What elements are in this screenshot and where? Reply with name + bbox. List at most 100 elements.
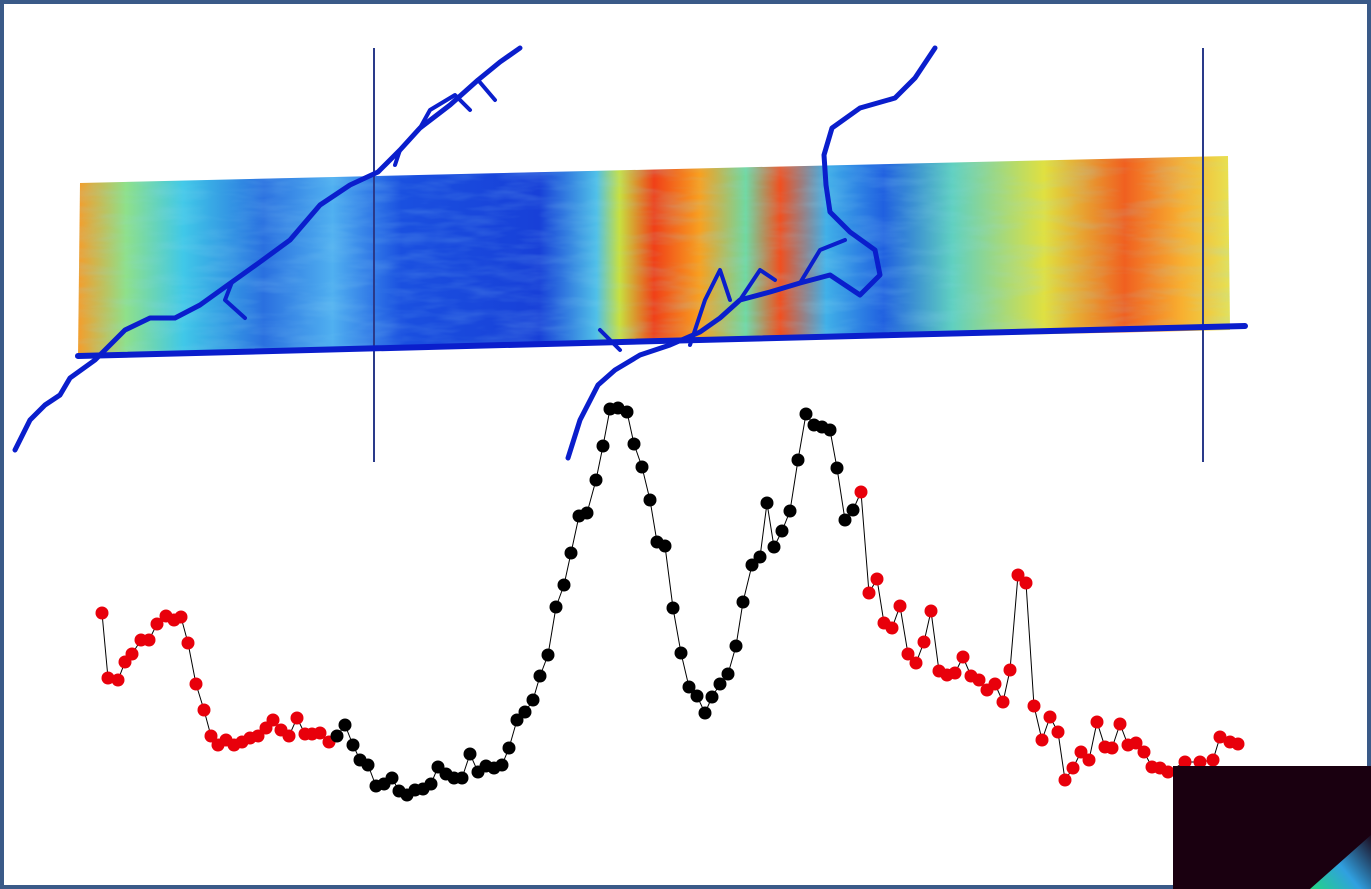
river [598,238,847,352]
data-point [627,437,641,451]
data-point [251,729,265,743]
data-point [690,689,704,703]
data-point [1193,755,1207,769]
data-point [541,648,555,662]
data-point [893,599,907,613]
data-point [455,771,469,785]
map [12,45,1338,462]
data-point [760,496,774,510]
data-point [862,586,876,600]
river [565,45,938,461]
data-point [783,504,797,518]
data-point [745,558,759,572]
data-point [1090,715,1104,729]
data-point [1178,755,1192,769]
data-point [775,524,789,538]
data-point [330,729,344,743]
data-point [823,423,837,437]
data-point [972,673,986,687]
boundary-line [75,323,1248,359]
data-point [1019,576,1033,590]
data-point [424,777,438,791]
data-point [643,493,657,507]
data-point [510,713,524,727]
data-point [1003,663,1017,677]
data-point [557,578,571,592]
data-point [346,738,360,752]
data-point [1074,745,1088,759]
data-point [635,460,649,474]
data-point [620,405,634,419]
data-point [736,595,750,609]
data-point [1066,761,1080,775]
data-point [1027,699,1041,713]
data-point [846,503,860,517]
data-point [1206,753,1220,767]
data-point [753,550,767,564]
data-point [282,729,296,743]
data-point [713,677,727,691]
data-point [956,650,970,664]
data-point [996,695,1010,709]
data-point [917,635,931,649]
river [12,45,523,453]
profile-plot [95,401,1245,802]
data-point [658,539,672,553]
data-point [181,636,195,650]
data-point [1082,753,1096,767]
data-point [290,711,304,725]
data-point [1011,568,1025,582]
data-point [589,473,603,487]
data-point [909,656,923,670]
data-point [948,666,962,680]
data-point [502,741,516,755]
data-point [1058,773,1072,787]
rivers [12,45,1248,461]
data-point [204,729,218,743]
data-point [870,572,884,586]
data-point [1231,737,1245,751]
data-point [799,407,813,421]
data-point [791,453,805,467]
data-point [174,610,188,624]
data-point [1129,736,1143,750]
data-point [666,601,680,615]
data-point [463,747,477,761]
data-point [854,485,868,499]
data-point [338,718,352,732]
data-point [1137,745,1151,759]
data-point [125,647,139,661]
data-point [924,604,938,618]
data-point [1051,725,1065,739]
data-point [518,705,532,719]
data-point [111,673,125,687]
data-point [1161,765,1175,779]
inset [1173,766,1371,889]
data-point [1213,730,1227,744]
data-point [682,680,696,694]
data-point [361,758,375,772]
data-point [549,600,563,614]
data-point [838,513,852,527]
data-point [150,617,164,631]
data-point [729,639,743,653]
data-point [101,671,115,685]
inset-color-wedge [1310,835,1371,889]
data-point [767,540,781,554]
data-point [197,703,211,717]
data-point [142,633,156,647]
data-point [674,646,688,660]
data-point [189,677,203,691]
data-point [705,690,719,704]
data-point [580,506,594,520]
data-point [495,758,509,772]
data-point [385,771,399,785]
data-point [95,606,109,620]
data-point [564,546,578,560]
data-point [901,647,915,661]
data-point [698,706,712,720]
data-point [313,726,327,740]
data-point [533,669,547,683]
data-point [885,621,899,635]
